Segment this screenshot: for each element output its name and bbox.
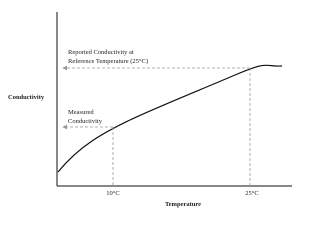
x-axis-label: Temperature <box>165 201 201 208</box>
annotation-line: Reported Conductivity at <box>68 49 134 56</box>
curve <box>57 64 283 173</box>
annotation-line: Conductivity <box>68 118 103 125</box>
x-tick-label: 25°C <box>245 190 258 197</box>
annotation-line: Reference Temperature (25°C) <box>68 58 148 65</box>
y-axis-label: Conductivity <box>8 94 45 101</box>
page: {"diagram": { "y_axis_label": "Conductiv… <box>8 12 292 208</box>
annotation-line: Measured <box>68 109 94 116</box>
diagram: Reported Conductivity at Reference Tempe… <box>8 12 292 208</box>
x-tick-label: 10°C <box>106 190 119 197</box>
